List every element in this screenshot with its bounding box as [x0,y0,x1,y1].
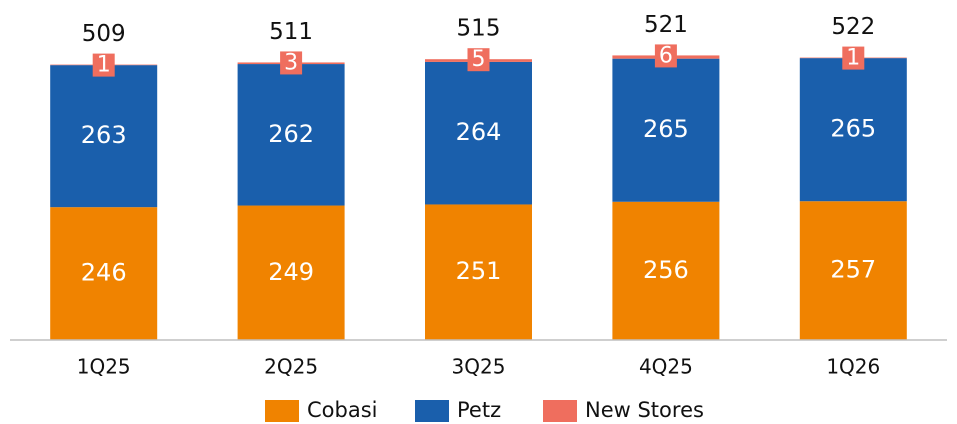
data-label: 249 [268,258,314,286]
bar-segment [425,61,532,205]
total-label: 511 [269,19,313,45]
legend-swatch [543,400,577,422]
bar-segment [425,204,532,340]
x-tick-label: 4Q25 [639,355,693,379]
total-label: 509 [82,21,126,47]
bar-segment [237,205,345,340]
total-label: 521 [644,12,688,38]
data-label-box [92,53,115,77]
legend-swatch [415,400,449,422]
x-tick-label: 1Q26 [826,355,880,379]
legend-label: New Stores [585,398,704,422]
total-label: 522 [831,14,875,40]
data-label: 263 [81,121,127,149]
data-label: 1 [97,53,111,78]
data-label: 251 [456,257,502,285]
bar-segment [237,64,345,206]
data-label: 6 [659,43,673,68]
data-label: 3 [284,50,298,75]
data-label: 265 [643,115,689,143]
bar-segment [50,207,158,340]
data-label: 5 [472,47,486,72]
data-label: 256 [643,256,689,284]
data-label-box [280,51,303,75]
legend-label: Cobasi [307,398,378,422]
x-tick-label: 3Q25 [452,355,506,379]
data-label: 264 [456,118,502,146]
bar-segment [799,58,907,202]
data-label-box [842,46,865,70]
bar-segment [612,58,720,202]
data-label: 257 [830,256,876,284]
data-label-box [654,44,677,68]
x-tick-label: 1Q25 [77,355,131,379]
bar-segment [799,201,907,340]
legend-swatch [265,400,299,422]
bar-segment [612,201,720,340]
total-label: 515 [457,16,501,42]
data-label: 246 [81,259,127,287]
data-label: 265 [830,115,876,143]
data-label: 1 [846,46,860,71]
legend-label: Petz [457,398,501,422]
bar-segment [50,65,158,208]
data-label: 262 [268,120,314,148]
data-label-box [467,48,490,72]
x-tick-label: 2Q25 [264,355,318,379]
